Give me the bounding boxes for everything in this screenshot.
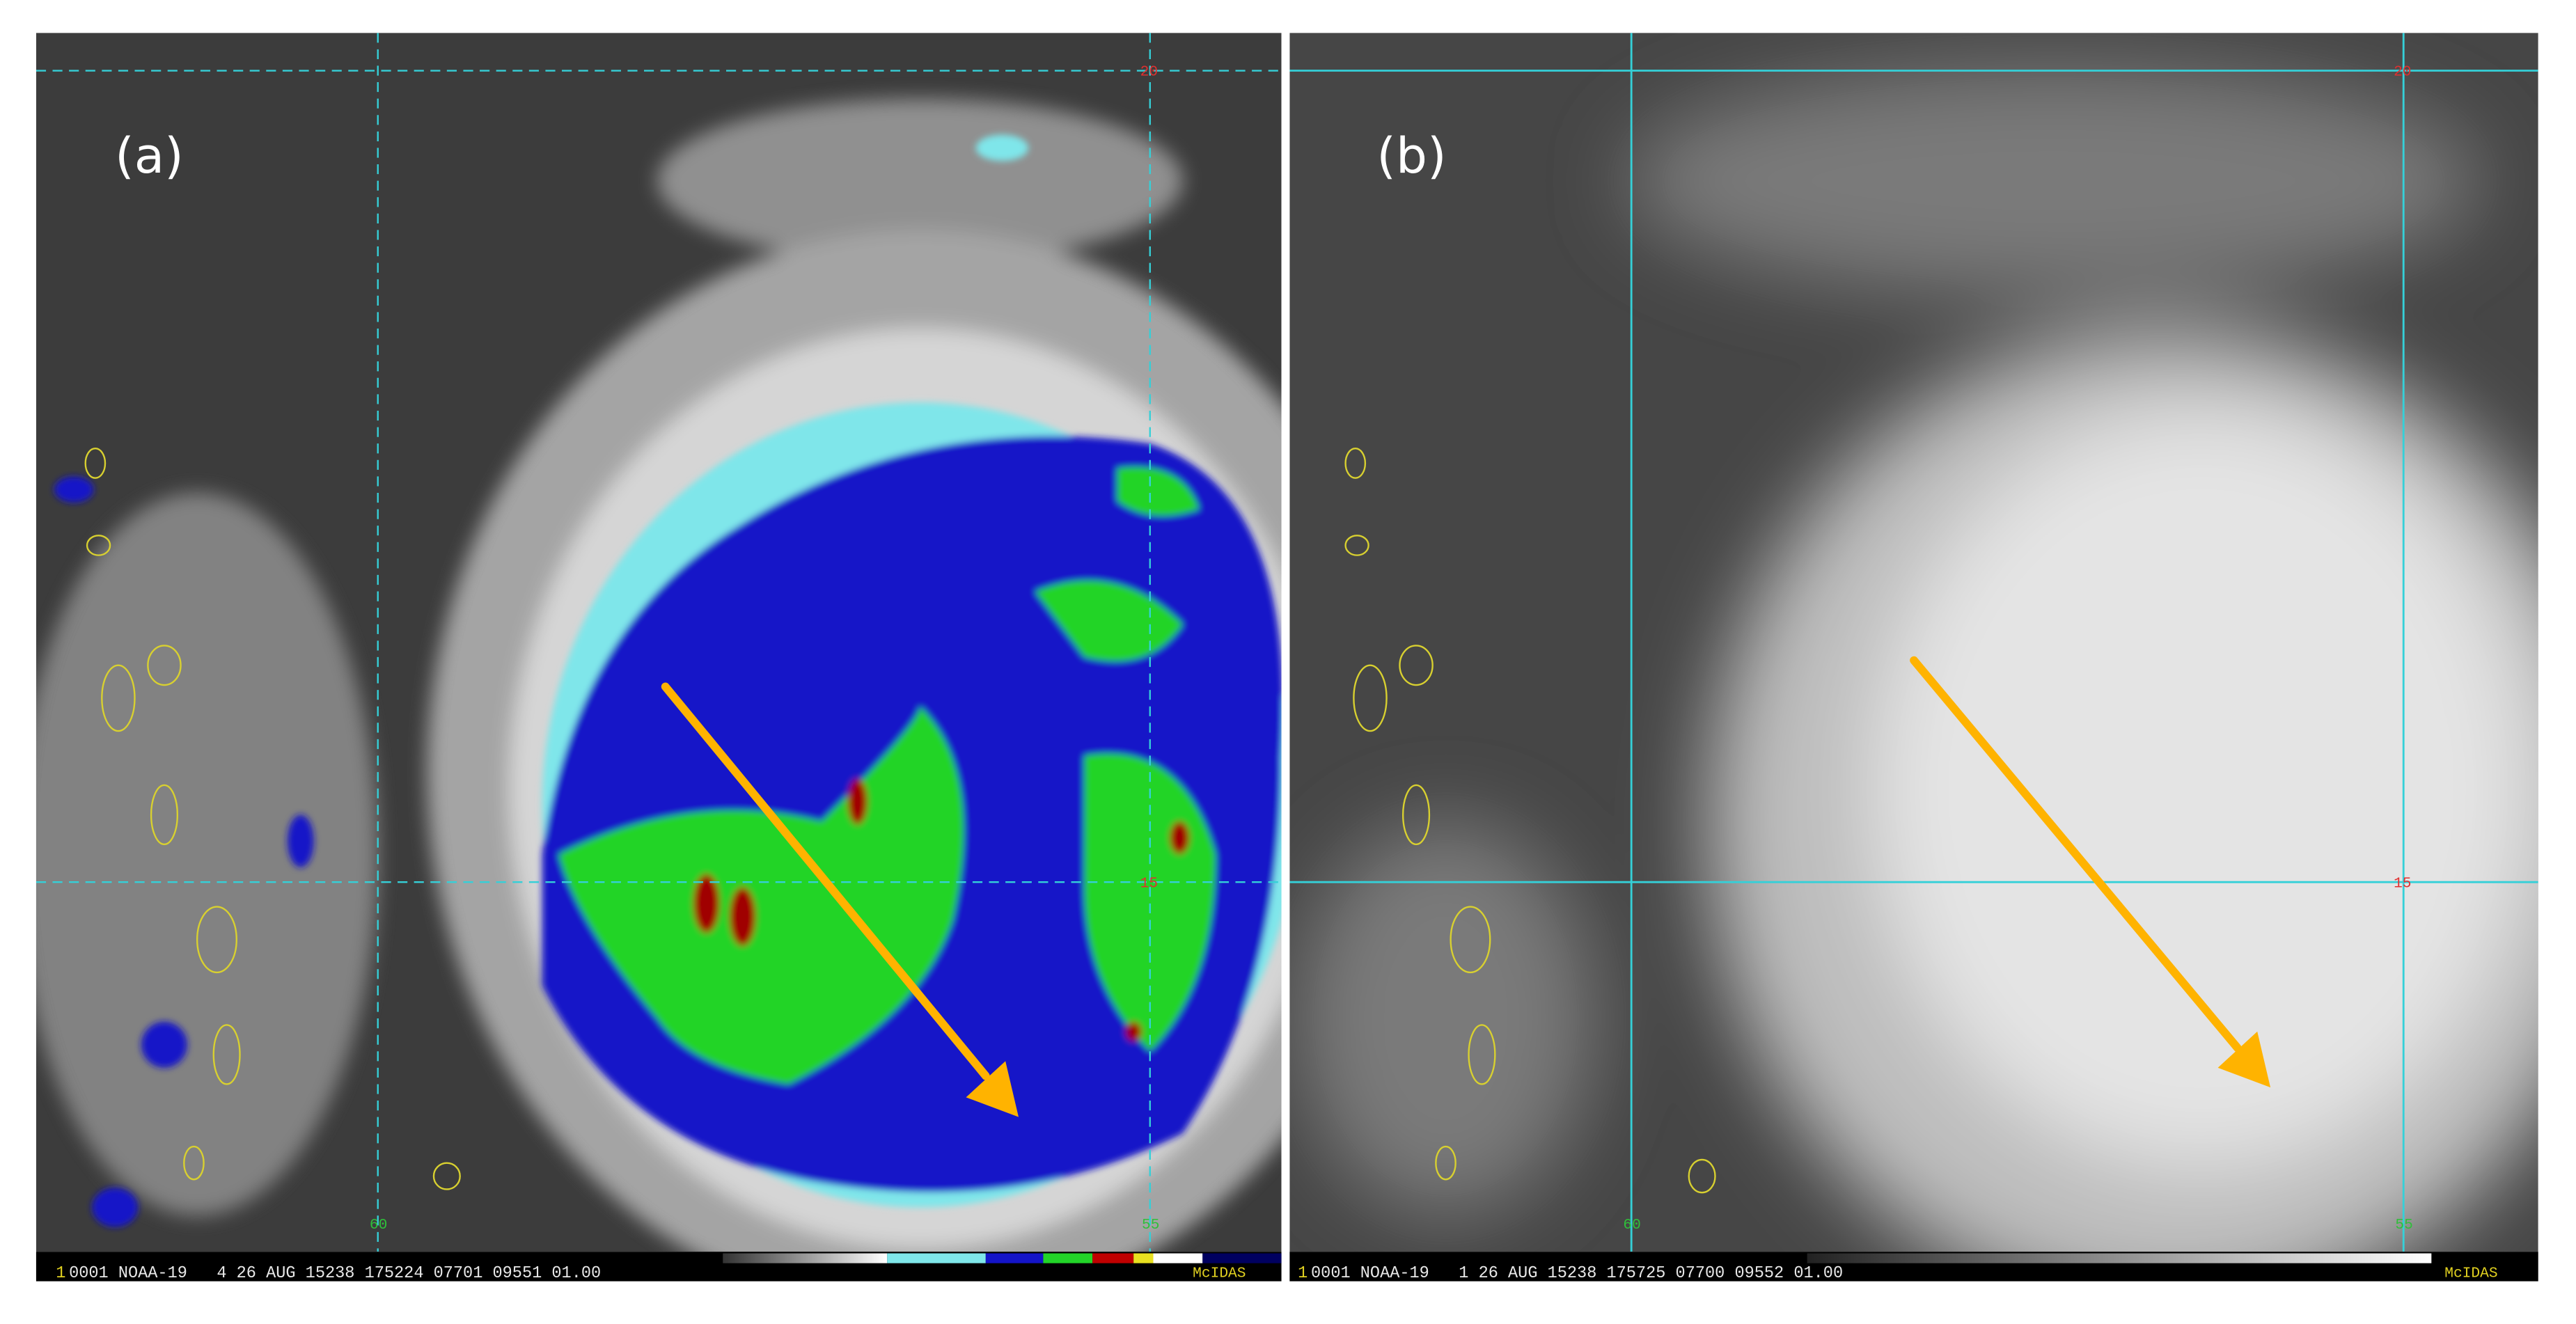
lat-label: 15 — [1140, 875, 1158, 892]
lon-label: 55 — [1142, 1217, 1159, 1234]
brand: McIDAS — [1193, 1265, 1246, 1282]
status-text: 0001 NOAA-19 1 26 AUG 15238 175725 07700… — [1311, 1264, 1843, 1283]
brand: McIDAS — [2444, 1265, 2497, 1282]
lon-label: 55 — [2395, 1217, 2412, 1234]
panel-label: (b) — [1376, 127, 1446, 184]
colorbar-b — [1807, 1253, 2432, 1263]
lon-label: 60 — [1623, 1217, 1640, 1234]
panel-b-image — [1289, 33, 2538, 1252]
panel-a-image — [36, 33, 1282, 1252]
lon-label: 60 — [370, 1217, 387, 1234]
lat-label: 20 — [2394, 64, 2411, 81]
panel-label: (a) — [115, 127, 184, 184]
status-text: 0001 NOAA-19 4 26 AUG 15238 175224 07701… — [69, 1264, 601, 1283]
frame-number: 1 — [56, 1264, 65, 1283]
frame-number: 1 — [1298, 1264, 1307, 1283]
lat-label: 15 — [2394, 875, 2411, 892]
lat-label: 20 — [1140, 64, 1158, 81]
colorbar-a — [723, 1253, 1282, 1263]
